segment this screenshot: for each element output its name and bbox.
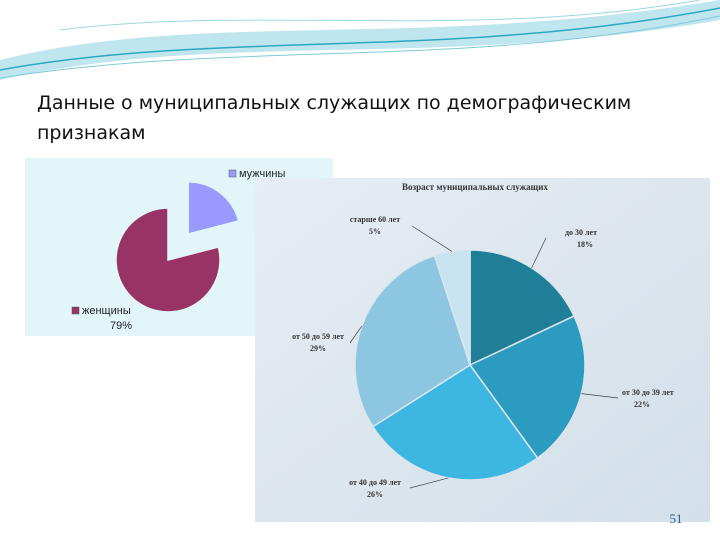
legend-label: женщины (82, 305, 131, 317)
data-label: 29% (310, 344, 326, 353)
header-waves (0, 0, 720, 80)
data-label: 22% (634, 400, 650, 409)
data-label: 5% (369, 227, 381, 236)
pie-slice (115, 207, 221, 313)
legend-swatch (71, 306, 80, 315)
leader-line (409, 477, 449, 489)
pie-slice (187, 181, 240, 235)
data-label-name: старше 60 лет (350, 215, 400, 224)
data-label-name: от 50 до 59 лет (292, 332, 344, 341)
leader-line (349, 325, 363, 344)
data-label: 26% (367, 490, 383, 499)
leader-line (411, 225, 453, 252)
chart-2: Возраст муниципальных служащих до 30 лет 1… (292, 182, 674, 499)
page-number: 51 (670, 511, 683, 526)
chart-title: Возраст муниципальных служащих (402, 182, 548, 192)
slide-title: Данные о муниципальных служащих по демог… (37, 92, 632, 144)
legend-label: мужчины (239, 168, 285, 180)
data-label-name: от 30 до 39 лет (622, 388, 674, 397)
pie-slice (468, 315, 586, 460)
data-label-name: до 30 лет (565, 228, 597, 237)
data-label: 79% (110, 320, 132, 332)
data-label-name: от 40 до 49 лет (349, 478, 401, 487)
pie-slice (354, 254, 471, 428)
legend-swatch (228, 169, 237, 178)
leader-line (581, 393, 619, 399)
pie-slice (433, 249, 471, 366)
data-label: 18% (577, 240, 593, 249)
leader-line (531, 237, 547, 269)
pie-slice (469, 249, 576, 367)
